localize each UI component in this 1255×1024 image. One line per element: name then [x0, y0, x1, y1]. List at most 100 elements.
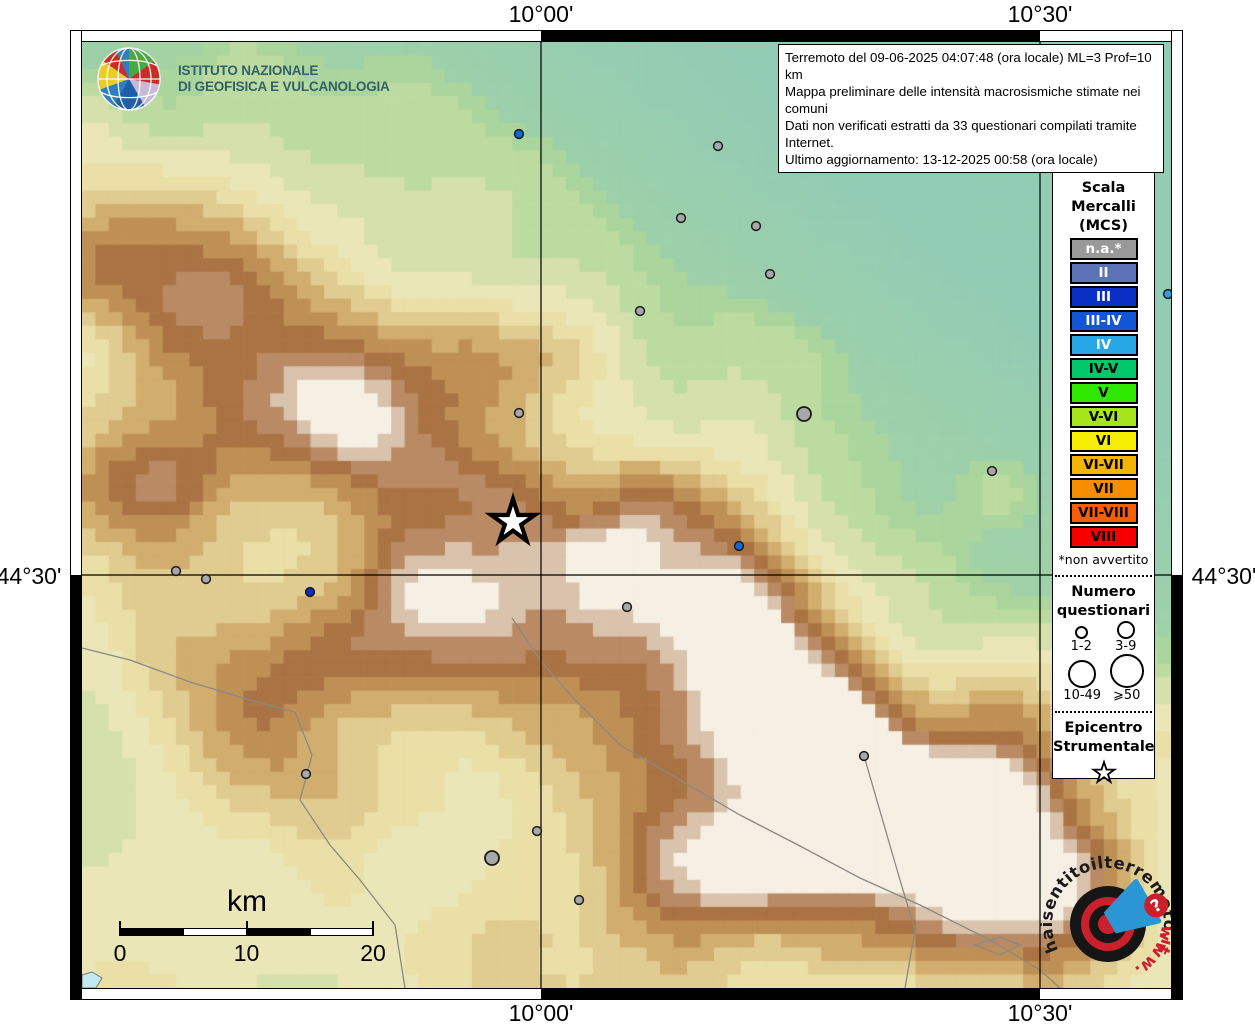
intensity-swatch-VII-VIII: VII-VIII: [1069, 502, 1138, 524]
questionnaire-size-item: ⩾50: [1109, 654, 1144, 703]
map-frame-outer: [70, 30, 1183, 1000]
intensity-swatch-n.a.*: n.a.*: [1069, 238, 1138, 260]
intensity-marker: [764, 268, 776, 280]
event-info-box: Terremoto del 09-06-2025 04:07:48 (ora l…: [778, 44, 1164, 173]
scalebar-tick: [372, 921, 374, 936]
axis-label-lon-top-left: 10°00': [508, 1, 574, 27]
questionnaire-circle-icon: [1109, 654, 1144, 688]
axis-label-lon-bottom-right: 10°30': [1007, 1000, 1073, 1024]
frame-band-right: [1172, 575, 1182, 999]
questionnaire-circle-icon: [1074, 626, 1088, 639]
intensity-marker: [634, 305, 646, 317]
intensity-swatch-VI-VII: VI-VII: [1069, 454, 1138, 476]
legend-divider: [1055, 711, 1152, 713]
intensity-marker: [621, 601, 633, 613]
terrain-map: ISTITUTO NAZIONALE DI GEOFISICA E VULCAN…: [82, 42, 1171, 988]
intensity-marker: [733, 540, 745, 552]
questionnaire-circle-icon: [1068, 660, 1097, 688]
questionnaire-title-line1: Numero: [1071, 584, 1136, 600]
questionnaire-size-label: ⩾50: [1112, 688, 1141, 703]
legend-box: Scala Mercalli (MCS) n.a.* II III III-IV IV I…: [1052, 172, 1155, 785]
epicenter-star-icon: [1090, 759, 1117, 785]
legend-title-line2: Mercalli: [1071, 199, 1136, 215]
axis-label-lon-top-right: 10°30': [1007, 1, 1073, 27]
questionnaire-size-key: 1-2 3-9 10-49 ⩾50: [1053, 621, 1154, 703]
intensity-marker: [170, 565, 182, 577]
intensity-marker: [858, 750, 870, 762]
terrain-canvas: [82, 42, 1171, 988]
intensity-swatch-IV-V: IV-V: [1069, 358, 1138, 380]
legend-title-line3: (MCS): [1078, 218, 1129, 234]
intensity-marker: [484, 850, 500, 866]
legend-divider: [1055, 575, 1152, 577]
scalebar-segment: [120, 928, 185, 936]
questionnaire-circle-icon: [1116, 621, 1135, 639]
scalebar-segment: [246, 928, 311, 936]
megaphone-icon: [1103, 879, 1162, 934]
intensity-swatch-V-VI: V-VI: [1069, 406, 1138, 428]
intensity-scale: n.a.* II III III-IV IV IV-V V V-VI VI VI-VII VII VI…: [1053, 238, 1154, 548]
legend-title-line1: Scala: [1081, 180, 1126, 196]
ingv-name-line2: DI GEOFISICA E VULCANOLOGIA: [178, 79, 390, 94]
intensity-swatch-III: III: [1069, 286, 1138, 308]
intensity-marker: [750, 220, 762, 232]
admin-boundary: [511, 617, 1061, 988]
epicenter-star: [484, 492, 542, 547]
legend-footnote: *non avvertito: [1058, 552, 1149, 567]
event-info-line2: Mappa preliminare delle intensità macros…: [785, 84, 1141, 116]
scalebar-segment: [183, 928, 248, 936]
intensity-marker: [200, 573, 212, 585]
intensity-marker: [712, 140, 724, 152]
intensity-swatch-VIII: VIII: [1069, 526, 1138, 548]
ingv-name-line1: ISTITUTO NAZIONALE: [178, 63, 319, 78]
intensity-marker: [300, 768, 312, 780]
questionnaire-size-item: 1-2: [1071, 626, 1092, 654]
axis-label-lat-left: 44°30': [0, 563, 62, 589]
questionnaire-size-label: 3-9: [1115, 639, 1137, 654]
intensity-marker: [531, 825, 543, 837]
questionnaire-size-label: 10-49: [1063, 688, 1102, 703]
intensity-marker: [1162, 288, 1171, 300]
scalebar-tick: [119, 921, 121, 936]
lake: [82, 971, 103, 988]
scalebar-tick-label: 20: [360, 940, 386, 966]
questionnaire-size-label: 1-2: [1070, 639, 1092, 654]
intensity-marker: [304, 586, 316, 598]
axis-label-lat-right: 44°30': [1191, 563, 1255, 589]
admin-boundary-loop: [973, 936, 1022, 956]
intensity-marker: [513, 407, 525, 419]
map-frame-inner: [81, 41, 1172, 989]
frame-band-top: [541, 31, 1040, 41]
admin-boundary: [863, 755, 916, 988]
event-info-line3: Dati non verificati estratti da 33 quest…: [785, 118, 1137, 150]
ingv-globe-icon: [97, 47, 161, 111]
intensity-marker: [796, 406, 812, 422]
frame-band-bottom: [541, 989, 1040, 999]
intensity-swatch-VI: VI: [1069, 430, 1138, 452]
intensity-marker: [573, 894, 585, 906]
intensity-marker: [513, 128, 525, 140]
intensity-swatch-III-IV: III-IV: [1069, 310, 1138, 332]
scalebar-tick-label: 0: [113, 940, 127, 966]
scalebar-tick: [245, 921, 248, 936]
event-info-line4: Ultimo aggiornamento: 13-12-2025 00:58 (…: [785, 152, 1098, 167]
intensity-swatch-V: V: [1069, 382, 1138, 404]
epicenter-title-line2: Strumentale: [1053, 739, 1155, 755]
frame-band-left: [71, 575, 81, 999]
event-info-line1: Terremoto del 09-06-2025 04:07:48 (ora l…: [785, 50, 1152, 82]
questionnaire-size-item: 3-9: [1115, 621, 1136, 654]
axis-label-lon-bottom-left: 10°00': [508, 1000, 574, 1024]
questionnaire-size-item: 10-49: [1063, 660, 1101, 703]
questionnaire-title-line2: questionari: [1056, 603, 1151, 619]
epicenter-title-line1: Epicentro: [1064, 720, 1143, 736]
intensity-swatch-II: II: [1069, 262, 1138, 284]
intensity-marker: [986, 465, 998, 477]
ingv-logo: ISTITUTO NAZIONALE DI GEOFISICA E VULCAN…: [96, 46, 390, 112]
scalebar-segment: [309, 928, 374, 936]
scalebar-tick-label: 10: [233, 940, 260, 966]
admin-boundary: [82, 647, 406, 988]
intensity-swatch-VII: VII: [1069, 478, 1138, 500]
haisentitoilterremoto-logo: haisentitoilterremoto.it www. ?: [1028, 844, 1171, 988]
scalebar-unit: km: [227, 885, 267, 918]
